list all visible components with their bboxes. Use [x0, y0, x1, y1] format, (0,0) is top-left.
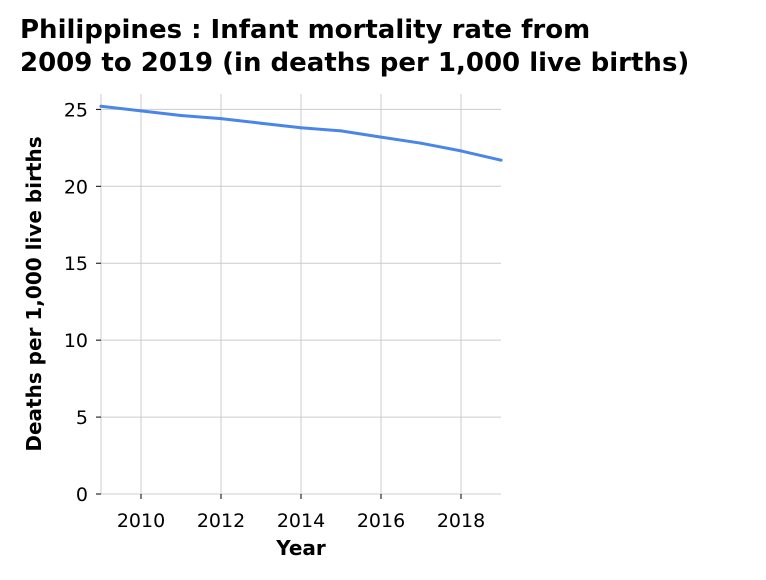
x-tick-label-3: 2016 — [357, 510, 405, 532]
data-point-0-2 — [179, 114, 183, 118]
chart-title-line-2: 2009 to 2019 (in deaths per 1,000 live b… — [20, 48, 690, 78]
data-point-0-4 — [259, 121, 263, 125]
data-point-0-10 — [499, 158, 503, 162]
chart-title-line-1: Philippines : Infant mortality rate from — [20, 15, 591, 45]
x-tick-label-0: 2010 — [117, 510, 165, 532]
x-tick-label-4: 2018 — [437, 510, 485, 532]
data-point-0-3 — [219, 117, 223, 121]
y-tick-label-4: 20 — [64, 176, 88, 198]
data-point-0-6 — [339, 129, 343, 133]
data-point-0-0 — [99, 104, 103, 108]
data-point-0-9 — [459, 149, 463, 153]
y-axis-label: Deaths per 1,000 live births — [22, 136, 46, 451]
data-point-0-8 — [419, 141, 423, 145]
series-layer — [99, 104, 503, 162]
data-point-0-1 — [139, 109, 143, 113]
x-axis-label: Year — [275, 536, 326, 560]
x-tick-label-1: 2012 — [197, 510, 245, 532]
y-tick-label-2: 10 — [64, 330, 88, 352]
data-point-0-5 — [299, 126, 303, 130]
y-tick-label-3: 15 — [64, 253, 88, 275]
y-tick-label-5: 25 — [64, 99, 88, 121]
data-point-0-7 — [379, 135, 383, 139]
y-tick-label-1: 5 — [76, 407, 88, 429]
chart-title: Philippines : Infant mortality rate from… — [20, 14, 760, 80]
y-axis-ticks: 0 5 10 15 20 25 — [64, 99, 101, 506]
x-tick-label-2: 2014 — [277, 510, 325, 532]
x-axis-ticks: 2010 2012 2014 2016 2018 — [117, 494, 485, 532]
y-tick-label-0: 0 — [76, 484, 88, 506]
